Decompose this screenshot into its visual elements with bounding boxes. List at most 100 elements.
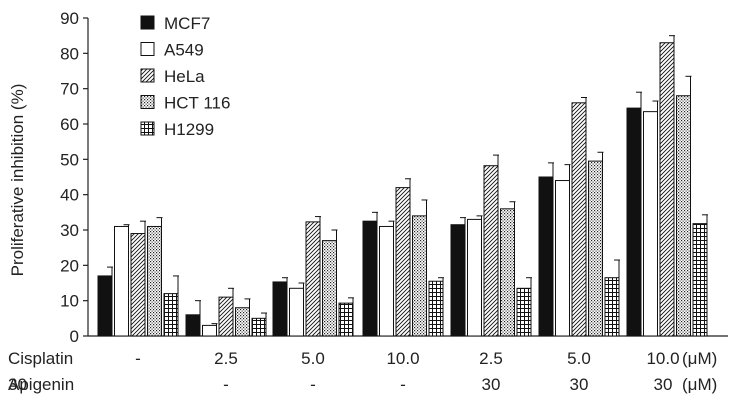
row-value: - <box>135 349 141 368</box>
bar-rect <box>272 281 288 337</box>
legend: MCF7 A549 HeLa HCT 116 H1299 <box>140 14 230 139</box>
bar-a549 <box>467 215 483 337</box>
bar-rect <box>626 107 642 337</box>
bar-rect <box>322 240 337 337</box>
legend-swatch <box>140 42 155 56</box>
row-value: 2.5 <box>479 349 503 368</box>
bar-rect <box>659 42 675 337</box>
row-value: 10.0 <box>386 349 419 368</box>
legend-label: A549 <box>164 41 204 60</box>
bar-rect <box>588 160 603 337</box>
bar-groups <box>97 35 708 337</box>
row-value: 30 <box>8 375 27 394</box>
bar-h1299 <box>338 297 354 337</box>
row-value: - <box>223 375 229 394</box>
bar-h1299 <box>428 277 444 337</box>
bar-h1299 <box>516 277 532 337</box>
legend-label: MCF7 <box>164 14 210 33</box>
row-value: - <box>400 375 406 394</box>
treatment-table: Cisplatin -2.5 5.0 10.0 2.5 5.0 10.0 (μM)Apigen… <box>8 349 717 394</box>
y-axis: 0 10 20 30 40 50 60 70 80 90 <box>60 9 728 346</box>
y-axis-title: Proliferative inhibition (%) <box>8 84 27 277</box>
bar-hct-116 <box>322 229 338 337</box>
bar-rect <box>571 102 587 337</box>
bar-rect <box>202 324 217 337</box>
legend-item: HeLa <box>140 67 205 86</box>
bar-rect <box>379 225 394 337</box>
bar-rect <box>412 215 427 337</box>
legend-label: HCT 116 <box>164 94 230 113</box>
bar-rect <box>538 176 554 337</box>
bar-hela <box>571 97 587 337</box>
bar-a549 <box>643 100 659 337</box>
legend-item: H1299 <box>140 120 214 139</box>
bar-rect <box>450 224 466 337</box>
bar-a549 <box>202 323 218 337</box>
y-tick-label: 80 <box>60 44 79 63</box>
legend-item: HCT 116 <box>140 94 230 113</box>
bar-rect <box>163 293 179 337</box>
bar-mcf7 <box>97 266 113 337</box>
bar-rect <box>676 95 691 337</box>
y-tick-label: 30 <box>60 221 79 240</box>
bar-rect <box>467 218 482 337</box>
bar-rect <box>289 287 304 337</box>
bar-rect <box>483 165 499 337</box>
y-tick-label: 40 <box>60 186 79 205</box>
y-tick-label: 90 <box>60 9 79 28</box>
row-unit: (μM) <box>682 375 717 394</box>
bar-rect <box>305 221 321 337</box>
bar-rect <box>97 275 113 337</box>
row-unit: (μM) <box>682 349 717 368</box>
bar-mcf7 <box>626 91 642 337</box>
bar-hela <box>395 178 411 337</box>
bar-rect <box>428 280 444 337</box>
bar-h1299 <box>251 312 267 337</box>
bar-rect <box>251 317 267 337</box>
bar-mcf7 <box>450 217 466 337</box>
bar-hela <box>130 220 146 337</box>
bar-h1299 <box>604 259 620 337</box>
bar-hct-116 <box>147 217 163 337</box>
bar-hela <box>483 154 499 337</box>
bar-hct-116 <box>588 151 604 337</box>
bar-rect <box>395 187 411 337</box>
row-value: 5.0 <box>567 349 591 368</box>
bar-hct-116 <box>500 201 516 337</box>
bar-h1299 <box>692 214 708 337</box>
bar-mcf7 <box>272 277 288 337</box>
legend-item: MCF7 <box>140 14 210 33</box>
bar-hct-116 <box>235 298 251 337</box>
bar-rect <box>130 233 146 337</box>
legend-swatch <box>140 68 155 83</box>
bar-rect <box>604 277 620 337</box>
bar-rect <box>500 208 515 337</box>
row-value: 30 <box>654 375 673 394</box>
bar-rect <box>114 225 129 337</box>
legend-label: H1299 <box>164 120 214 139</box>
legend-swatch <box>140 95 155 109</box>
legend-swatch <box>140 15 155 30</box>
bar-a549 <box>289 282 305 337</box>
bar-mcf7 <box>362 211 378 337</box>
row-value: 10.0 <box>646 349 679 368</box>
y-tick-label: 50 <box>60 150 79 169</box>
bar-rect <box>643 111 658 337</box>
bar-rect <box>555 180 570 337</box>
row-label: Apigenin <box>8 375 74 394</box>
y-tick-label: 0 <box>70 327 79 346</box>
bar-rect <box>185 314 201 337</box>
bar-mcf7 <box>185 300 201 337</box>
row-value: 30 <box>482 375 501 394</box>
bar-rect <box>338 302 354 337</box>
bar-h1299 <box>163 275 179 337</box>
bar-a549 <box>555 164 571 337</box>
y-tick-label: 20 <box>60 256 79 275</box>
row-value: 5.0 <box>301 349 325 368</box>
y-tick-label: 10 <box>60 292 79 311</box>
legend-label: HeLa <box>164 67 205 86</box>
bar-rect <box>516 287 532 337</box>
legend-swatch <box>140 121 155 136</box>
bar-hct-116 <box>676 75 692 337</box>
